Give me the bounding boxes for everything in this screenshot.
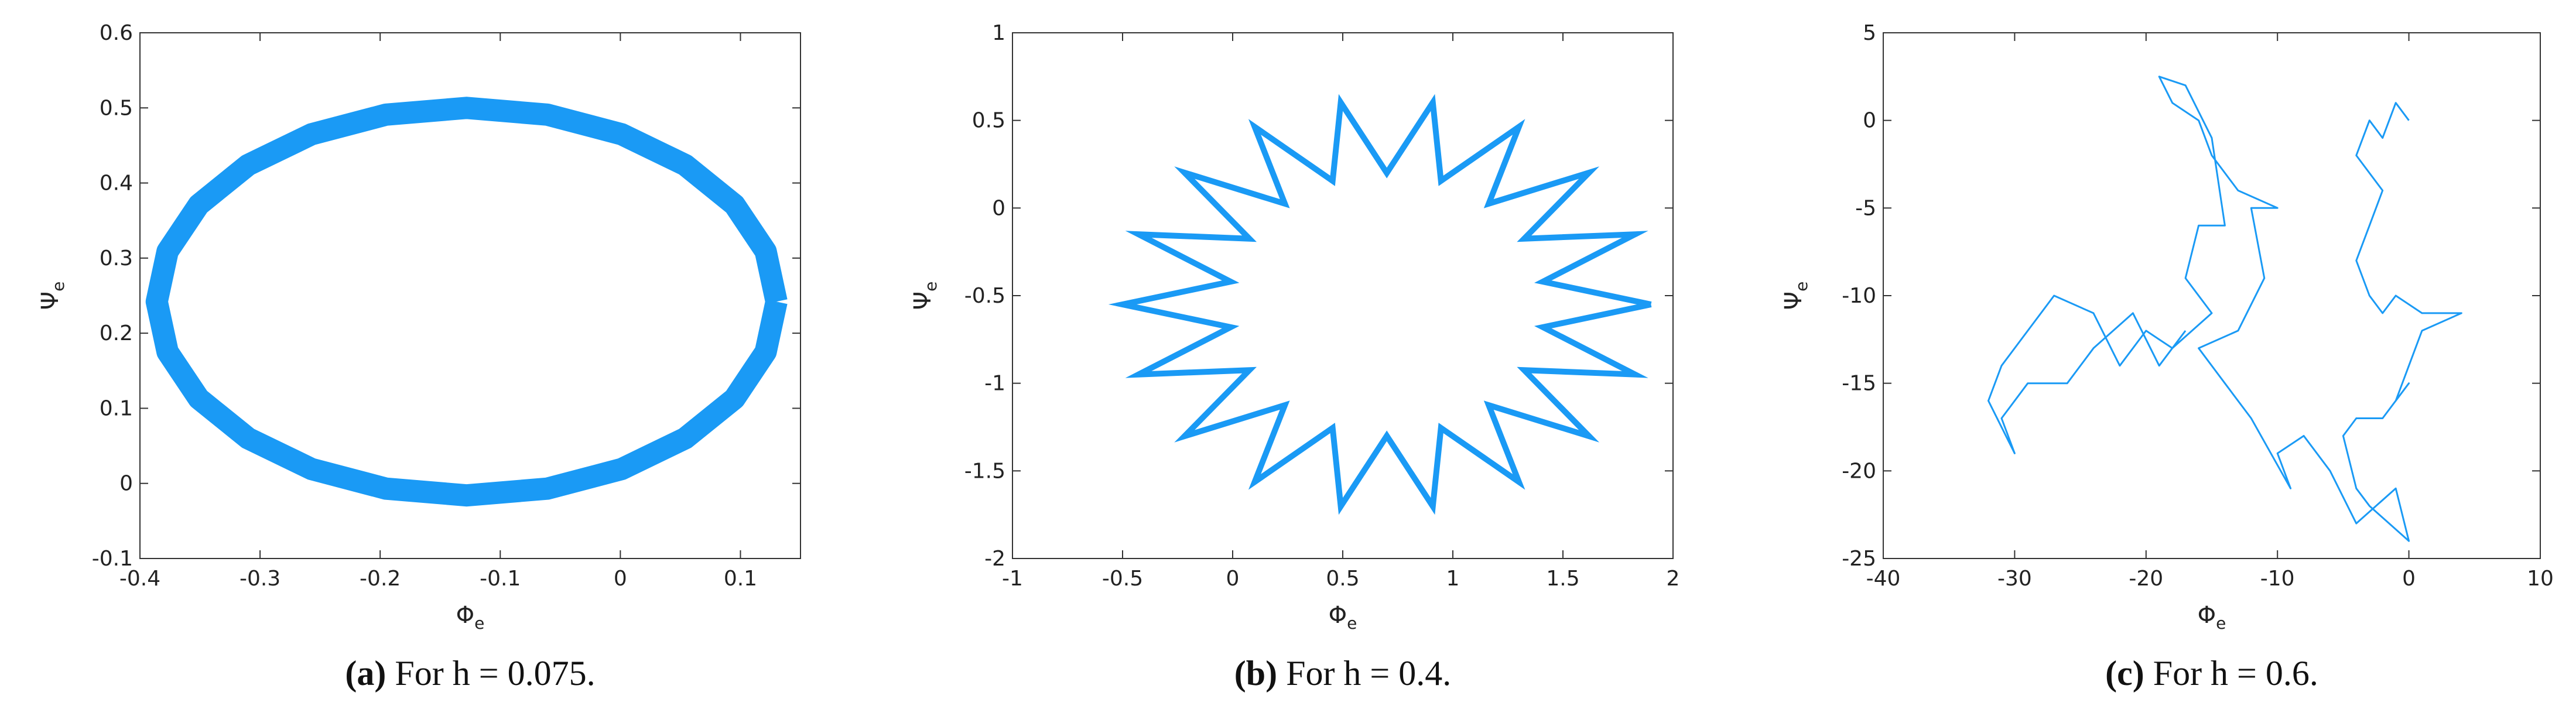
y-tick-label: 0.2: [100, 321, 133, 345]
y-tick-label: -1.5: [964, 459, 1005, 483]
plot-area: [1987, 76, 2462, 542]
plot-area: [1108, 94, 1652, 515]
caption: (b) For h = 0.4.: [1234, 654, 1452, 693]
chart-panel: -1 -0.5 0 0.5 1 1.5 2-2-1.5-1-0.500.51ΦeΨe(b) …: [909, 21, 1679, 693]
x-axis-label-sub: e: [474, 614, 484, 633]
x-tick-label: -40: [1866, 567, 1901, 591]
x-tick-label: 1: [1446, 567, 1460, 591]
x-tick-label: -0.5: [1102, 567, 1143, 591]
y-tick-label: 0: [119, 472, 133, 496]
y-tick-label: -1: [984, 372, 1005, 396]
x-axis-label-main: Φ: [456, 602, 474, 629]
caption-tag: (b): [1234, 654, 1277, 693]
data-line: [1987, 76, 2462, 542]
x-tick-label: -20: [2129, 567, 2163, 591]
y-tick-label: 0.1: [100, 396, 133, 420]
y-axis-label: Ψe: [37, 282, 68, 310]
x-tick-label: -1: [1002, 567, 1023, 591]
y-tick-label: -15: [1842, 372, 1876, 396]
y-tick-label: -0.1: [92, 547, 133, 571]
y-tick-label: -2: [984, 547, 1005, 571]
y-tick-label: 0.6: [100, 21, 133, 45]
y-tick-label: -0.5: [964, 284, 1005, 308]
x-tick-label: 10: [2527, 567, 2554, 591]
y-axis-label-main: Ψ: [1780, 292, 1807, 310]
caption-text: For h = 0.4.: [1286, 654, 1451, 693]
y-axis-label: Ψe: [1780, 282, 1811, 310]
y-tick-label: -5: [1855, 196, 1876, 220]
y-axis-label-sub: e: [49, 282, 68, 292]
x-axis-label: Φe: [456, 602, 485, 633]
y-tick-label: 1: [992, 21, 1005, 45]
y-tick-label: 0.3: [100, 246, 133, 270]
x-tick-label: -30: [1997, 567, 2032, 591]
y-tick-label: 0.5: [100, 96, 133, 120]
axes-box: [139, 32, 801, 559]
x-tick-label: -0.3: [240, 567, 280, 591]
x-tick-label: 1.5: [1546, 567, 1579, 591]
x-tick-label: -0.2: [360, 567, 401, 591]
y-axis-label-main: Ψ: [909, 292, 936, 310]
x-axis-label-sub: e: [2216, 614, 2226, 633]
caption-tag: (c): [2105, 654, 2144, 693]
x-tick-label: 0.1: [724, 567, 757, 591]
x-axis-label: Φe: [1329, 602, 1357, 633]
x-tick-label: -0.1: [480, 567, 521, 591]
y-tick-label: -20: [1842, 459, 1876, 483]
caption: (c) For h = 0.6.: [2105, 654, 2318, 693]
data-line: [145, 97, 788, 507]
plot-area: [145, 97, 788, 507]
x-tick-label: 0: [1226, 567, 1240, 591]
x-tick-label: 0: [2402, 567, 2416, 591]
y-axis-label-main: Ψ: [37, 292, 64, 310]
caption-space: [1277, 654, 1286, 693]
x-axis-label: Φe: [2198, 602, 2226, 633]
y-tick-label: 0.5: [972, 109, 1005, 133]
x-axis-label-sub: e: [1347, 614, 1357, 633]
y-tick-label: -10: [1842, 284, 1876, 308]
x-tick-label: 0: [614, 567, 627, 591]
caption: (a) For h = 0.075.: [345, 654, 595, 693]
y-tick-label: 5: [1863, 21, 1876, 45]
x-tick-label: 2: [1667, 567, 1680, 591]
x-tick-label: -0.4: [119, 567, 160, 591]
y-tick-label: 0: [1863, 109, 1876, 133]
x-axis-label-main: Φ: [2198, 602, 2216, 629]
y-tick-label: -25: [1842, 547, 1876, 571]
x-tick-label: 0.5: [1326, 567, 1359, 591]
x-tick-label: -10: [2260, 567, 2295, 591]
y-tick-label: 0: [992, 196, 1005, 220]
caption-space: [2144, 654, 2153, 693]
caption-text: For h = 0.6.: [2153, 654, 2318, 693]
y-axis-label-sub: e: [1792, 282, 1811, 292]
data-line: [1108, 94, 1652, 515]
caption-tag: (a): [345, 654, 386, 693]
caption-space: [386, 654, 395, 693]
y-axis-label: Ψe: [909, 282, 940, 310]
axes-box: [1883, 32, 2541, 559]
caption-text: For h = 0.075.: [395, 654, 595, 693]
y-tick-label: 0.4: [100, 172, 133, 196]
x-axis-label-main: Φ: [1329, 602, 1347, 629]
y-axis-label-sub: e: [921, 282, 940, 292]
chart-panel: -0.4 -0.3 -0.2 -0.1 0 0.1 -0.1 0 0.1 0.2 0.3 0.4 0.5…: [37, 21, 801, 693]
